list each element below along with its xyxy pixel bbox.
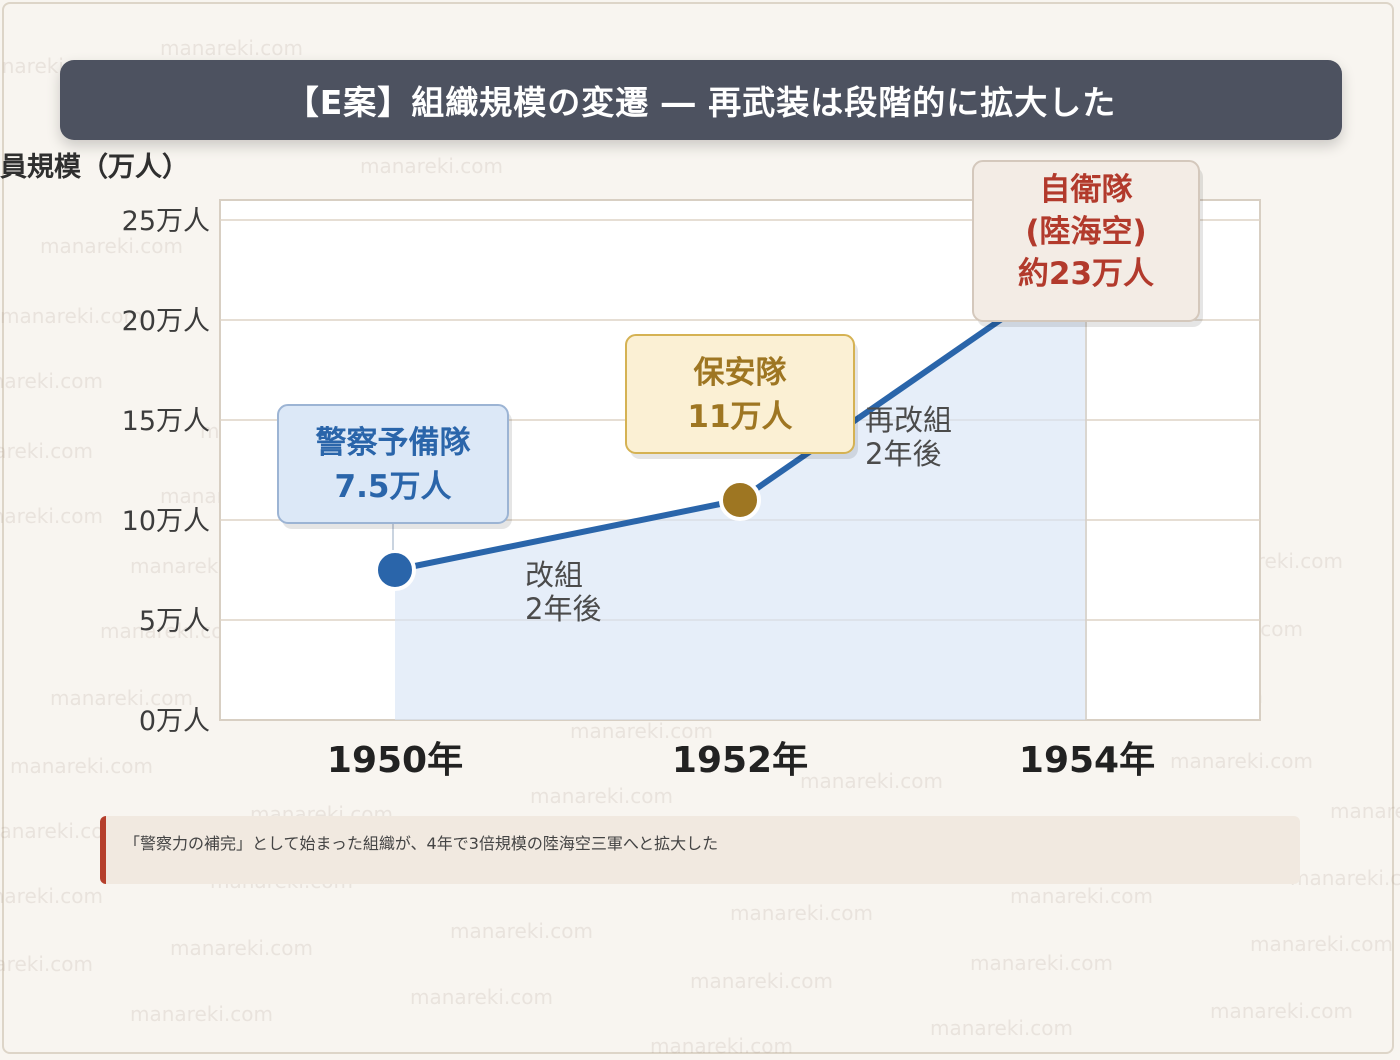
data-point xyxy=(719,479,761,521)
x-tick-label: 1954年 xyxy=(1019,740,1155,781)
transition-annotation: 再改組 xyxy=(865,403,952,437)
y-tick-label: 10万人 xyxy=(122,506,210,537)
point-value-label: 7.5万人 xyxy=(335,469,452,505)
chart-title: 【E案】組織規模の変遷 ― 再武装は段階的に拡大した xyxy=(60,60,1342,140)
y-tick-label: 20万人 xyxy=(122,306,210,337)
transition-annotation: 改組 xyxy=(525,558,583,592)
y-tick-label: 0万人 xyxy=(139,706,210,737)
point-value-label: 約23万人 xyxy=(1018,256,1154,292)
point-value-label: 11万人 xyxy=(687,399,792,435)
y-tick-label: 25万人 xyxy=(122,206,210,237)
transition-annotation: 2年後 xyxy=(525,592,601,626)
y-tick-label: 15万人 xyxy=(122,406,210,437)
x-tick-label: 1950年 xyxy=(327,740,463,781)
y-tick-label: 5万人 xyxy=(139,606,210,637)
y-axis-title: 員規模（万人） xyxy=(0,152,189,183)
x-tick-label: 1952年 xyxy=(672,740,808,781)
point-name-label: 保安隊 xyxy=(694,355,787,391)
caption-note: 「警察力の補完」として始まった組織が、4年で3倍規模の陸海空三軍へと拡大した xyxy=(100,816,1300,884)
area-fill xyxy=(395,260,1087,720)
point-name-label: 警察予備隊 xyxy=(316,425,471,461)
point-name-label: (陸海空) xyxy=(1025,214,1146,250)
point-name-label: 自衛隊 xyxy=(1040,172,1133,208)
transition-annotation: 2年後 xyxy=(865,437,941,471)
callout-box xyxy=(277,404,509,524)
data-point xyxy=(374,549,416,591)
callout-box xyxy=(972,160,1200,322)
callout-box xyxy=(625,334,855,454)
